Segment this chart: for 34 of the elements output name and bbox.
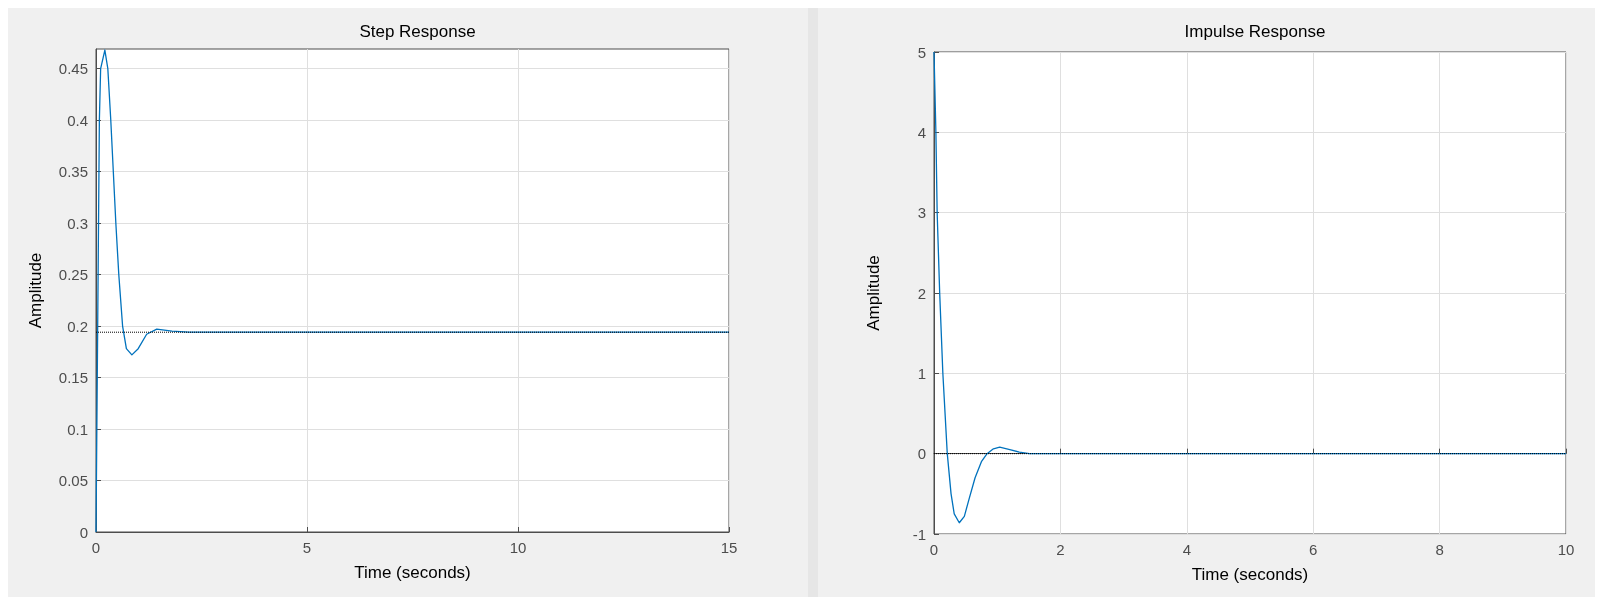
y-tick-label: 0.35	[58, 163, 88, 181]
x-tick-label: 10	[509, 539, 527, 556]
y-tick-label: 0.05	[58, 472, 88, 490]
x-axis-title: Time (seconds)	[1191, 565, 1309, 584]
y-axis-title: Amplitude	[864, 255, 883, 331]
x-tick-label: 0	[91, 539, 101, 556]
y-tick-label: 0.1	[67, 420, 88, 438]
y-tick-label: 0.4	[67, 111, 88, 129]
y-tick-label: 0.2	[67, 317, 88, 335]
x-tick-label: 2	[1056, 541, 1065, 558]
y-tick-label: 2	[917, 284, 926, 302]
chart-title: Step Response	[359, 22, 476, 41]
x-tick-label: 10	[1557, 541, 1575, 558]
y-tick-label: -1	[912, 525, 926, 543]
x-axis-title: Time (seconds)	[354, 563, 471, 582]
y-tick-label: 3	[917, 204, 926, 222]
x-tick-label: 5	[302, 539, 312, 556]
y-tick-label: 0.45	[58, 60, 88, 78]
y-tick-label: 0.15	[58, 369, 88, 387]
y-tick-label: 5	[917, 43, 926, 61]
x-tick-label: 15	[720, 539, 738, 556]
y-tick-label: 0.25	[58, 266, 88, 284]
y-tick-label: 0.3	[67, 214, 88, 232]
y-tick-label: 0	[79, 523, 88, 541]
chart-title: Impulse Response	[1184, 22, 1326, 41]
x-tick-label: 8	[1435, 541, 1444, 558]
x-tick-label: 0	[929, 541, 939, 558]
line-series	[95, 49, 730, 533]
y-tick-label: 4	[917, 123, 926, 141]
y-tick-label: 0	[917, 445, 926, 463]
y-axis-title: Amplitude	[26, 252, 45, 329]
x-tick-label: 4	[1182, 541, 1191, 558]
y-tick-label: 1	[917, 364, 926, 382]
x-tick-label: 6	[1309, 541, 1318, 558]
